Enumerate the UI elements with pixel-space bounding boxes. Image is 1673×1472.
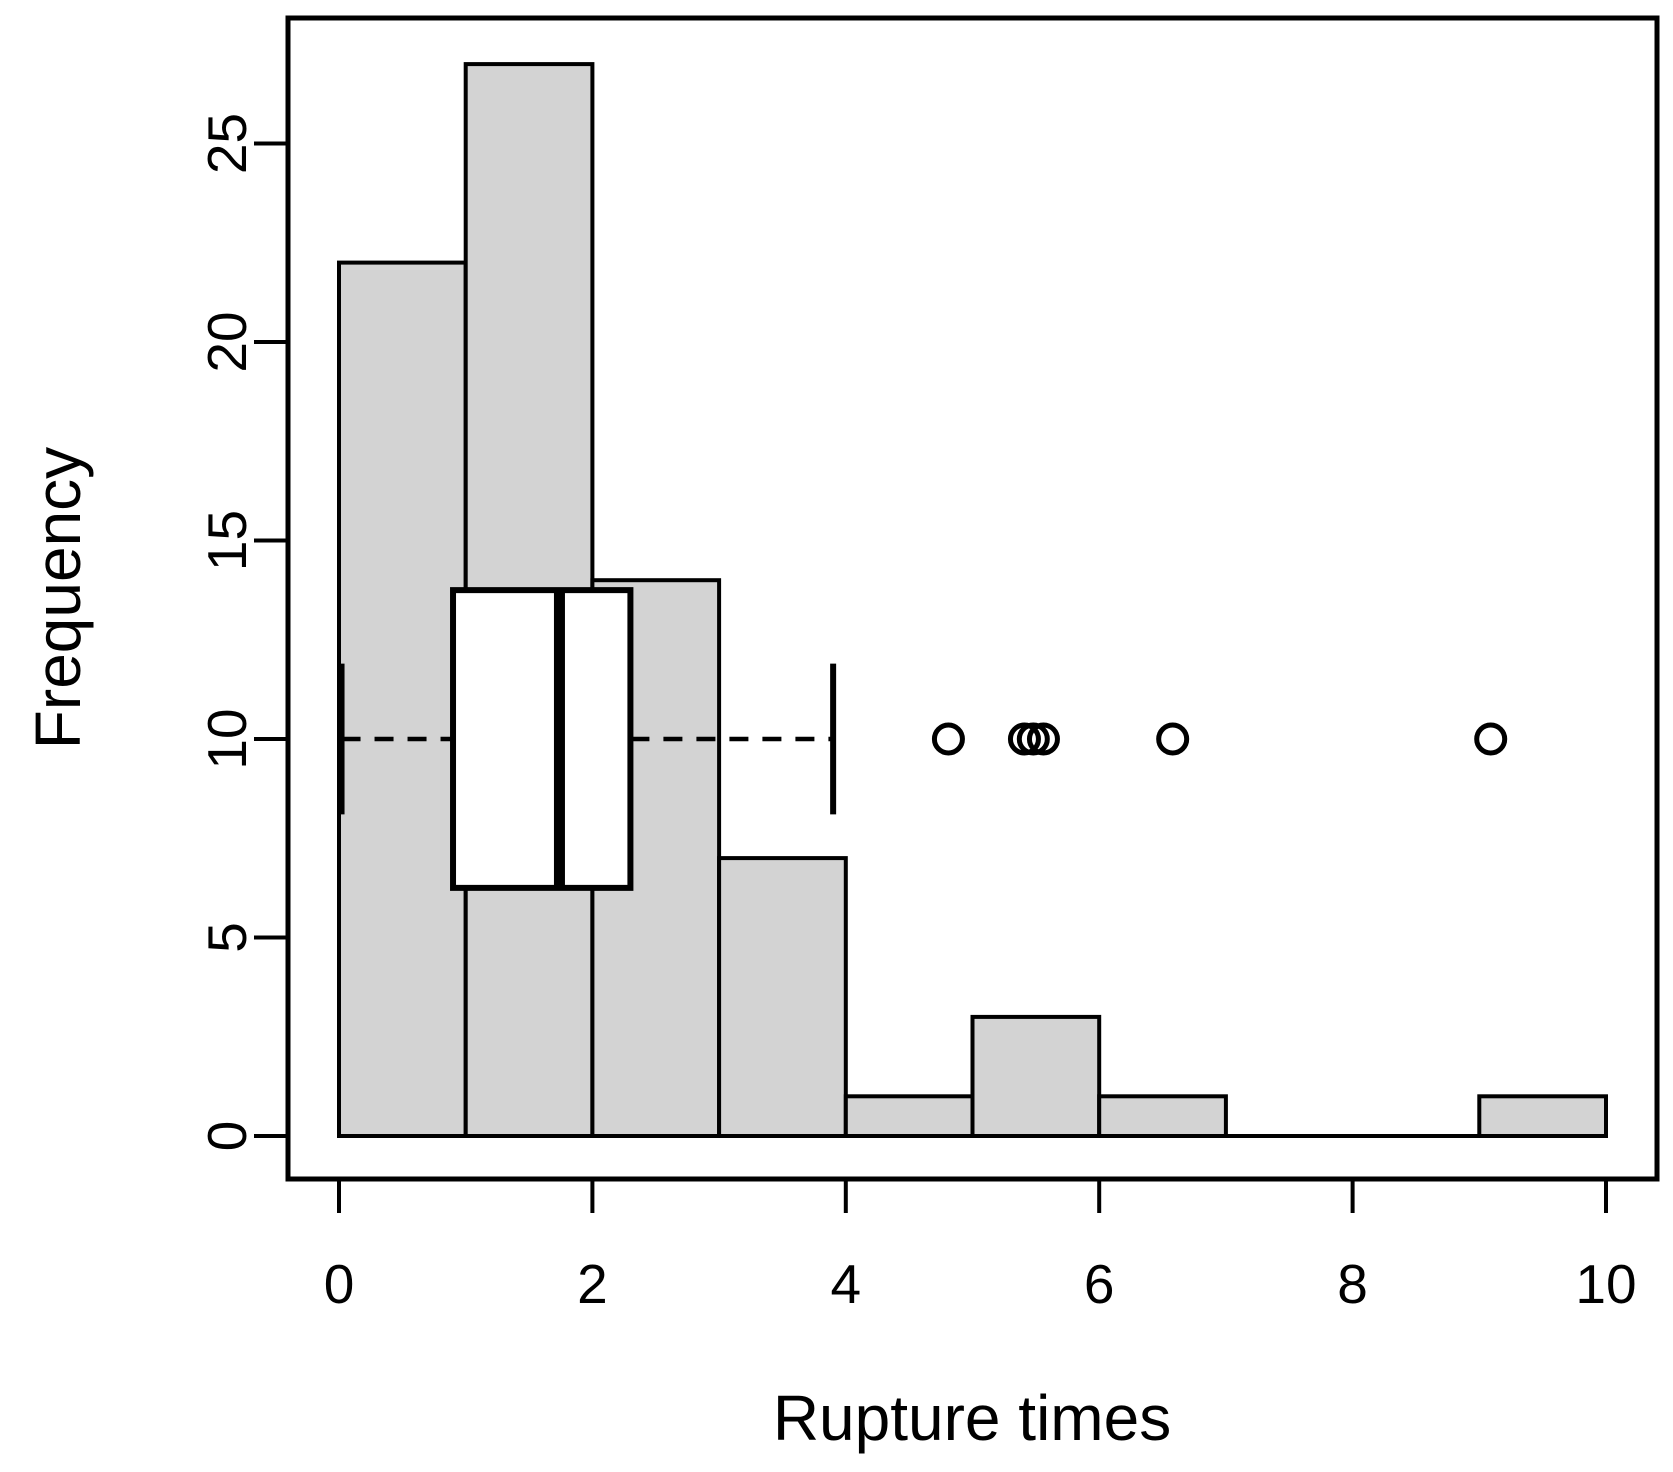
x-tick-label: 10 — [1575, 1253, 1636, 1315]
x-axis-title: Rupture times — [773, 1382, 1171, 1454]
x-tick-label: 8 — [1337, 1253, 1368, 1315]
outlier-circle — [1026, 722, 1060, 756]
outlier-circle — [1007, 722, 1041, 756]
x-tick-label: 0 — [324, 1253, 355, 1315]
y-axis: 0 5 10 15 20 25 Frequency — [22, 113, 288, 1151]
boxplot-box — [450, 587, 634, 891]
x-tick-labels: 0 2 4 6 8 10 — [324, 1253, 1637, 1315]
y-ticks — [254, 141, 288, 1138]
y-tick-label: 15 — [196, 510, 258, 571]
outlier-circle — [1156, 722, 1190, 756]
x-axis: 0 2 4 6 8 10 Rupture times — [324, 1179, 1637, 1454]
histogram-bar — [337, 260, 468, 1139]
x-ticks — [337, 1179, 1608, 1213]
y-tick-label: 25 — [196, 113, 258, 174]
y-tick-label: 20 — [196, 311, 258, 372]
histogram-bar — [970, 1014, 1102, 1139]
y-tick-label: 0 — [196, 1121, 258, 1152]
y-tick-labels: 0 5 10 15 20 25 — [196, 113, 258, 1151]
histogram-bar — [843, 1094, 975, 1139]
y-tick-label: 5 — [196, 922, 258, 953]
histogram-bar — [717, 856, 848, 1138]
y-tick-label: 10 — [196, 708, 258, 769]
y-axis-title: Frequency — [22, 447, 94, 749]
outlier-circle — [931, 722, 965, 756]
histogram-bar — [1477, 1094, 1609, 1139]
plot-border — [285, 15, 1660, 1182]
histogram-bar — [1097, 1094, 1228, 1139]
outlier-circle — [1016, 722, 1050, 756]
outlier-circle — [1474, 722, 1508, 756]
x-tick-label: 2 — [577, 1253, 608, 1315]
plot-area — [285, 15, 1660, 1182]
x-tick-label: 6 — [1084, 1253, 1115, 1315]
x-tick-label: 4 — [831, 1253, 862, 1315]
boxplot — [338, 587, 1508, 891]
